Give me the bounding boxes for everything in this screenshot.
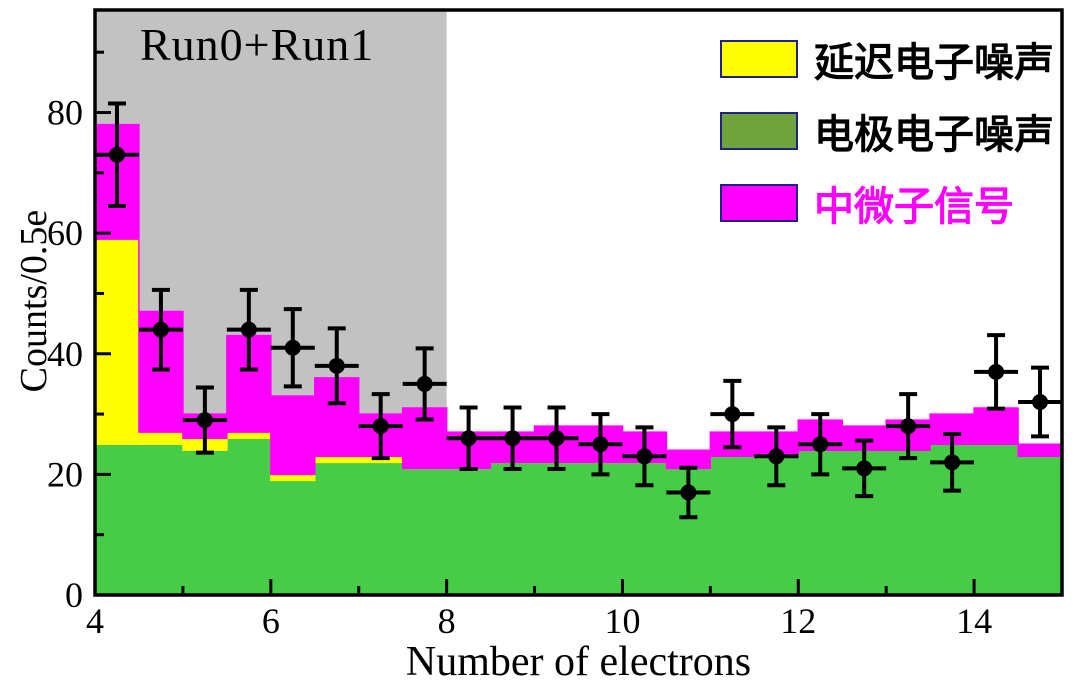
legend-swatch-yellow-icon xyxy=(720,40,798,78)
svg-text:0: 0 xyxy=(65,575,83,615)
legend-label-delayed-noise: 延迟电子噪声 xyxy=(814,41,1054,85)
legend-label-electrode-noise: 电极电子噪声 xyxy=(814,113,1054,157)
svg-text:80: 80 xyxy=(47,93,83,133)
svg-text:4: 4 xyxy=(86,601,104,641)
legend-item-electrode-noise: 电极电子噪声 xyxy=(720,102,1054,160)
svg-text:60: 60 xyxy=(47,213,83,253)
svg-text:6: 6 xyxy=(262,601,280,641)
legend-label-neutrino-signal: 中微子信号 xyxy=(814,185,1014,229)
svg-text:14: 14 xyxy=(956,601,992,641)
svg-text:8: 8 xyxy=(438,601,456,641)
legend-swatch-green-icon xyxy=(720,112,798,150)
svg-text:20: 20 xyxy=(47,454,83,494)
legend-item-neutrino-signal: 中微子信号 xyxy=(720,174,1054,232)
y-axis-title: Counts/0.5e xyxy=(13,209,55,393)
svg-text:10: 10 xyxy=(604,601,640,641)
legend: 延迟电子噪声 电极电子噪声 中微子信号 xyxy=(720,30,1054,232)
run-annotation: Run0+Run1 xyxy=(140,19,375,70)
x-axis-title: Number of electrons xyxy=(405,639,752,685)
svg-text:40: 40 xyxy=(47,334,83,374)
legend-item-delayed-noise: 延迟电子噪声 xyxy=(720,30,1054,88)
legend-swatch-magenta-icon xyxy=(720,184,798,222)
svg-text:12: 12 xyxy=(780,601,816,641)
